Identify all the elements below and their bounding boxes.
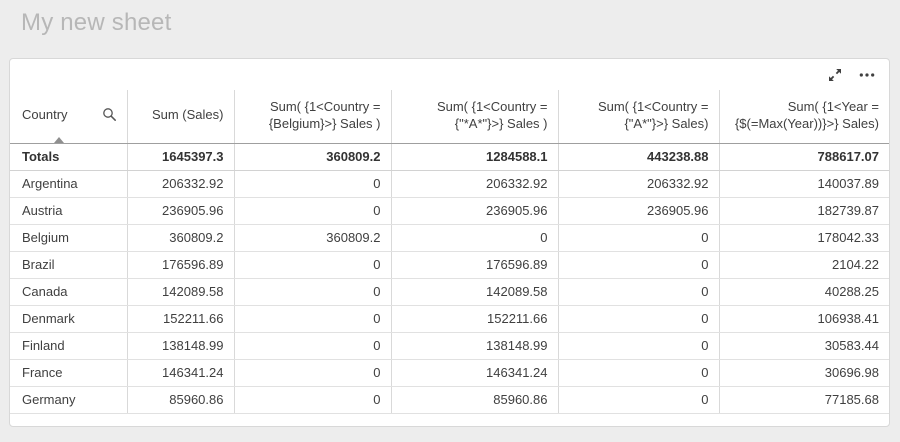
country-cell[interactable]: Austria — [10, 197, 127, 225]
measure-cell: 2104.22 — [718, 251, 889, 279]
table-row: Argentina 206332.92 0 206332.92 206332.92 140… — [10, 170, 889, 198]
column-header-label: Sum( {1<Year = — [787, 98, 879, 114]
measure-cell: 0 — [233, 359, 391, 387]
column-header-sum-belgium[interactable]: Sum( {1<Country = {Belgium}>} Sales ) — [233, 90, 391, 144]
measure-cell: 176596.89 — [126, 251, 234, 279]
measure-cell: 0 — [233, 386, 391, 414]
measure-cell: 152211.66 — [126, 305, 234, 333]
card-toolbar — [10, 59, 889, 90]
measure-cell: 30583.44 — [718, 332, 889, 360]
more-menu-icon[interactable] — [858, 66, 876, 84]
measure-cell: 0 — [557, 305, 719, 333]
country-cell[interactable]: Belgium — [10, 224, 127, 252]
totals-value: 788617.07 — [718, 143, 889, 171]
table-row: Austria 236905.96 0 236905.96 236905.96 18273… — [10, 197, 889, 225]
sheet-title: My new sheet — [21, 9, 172, 36]
totals-label: Totals — [10, 143, 127, 171]
measure-cell: 0 — [557, 386, 719, 414]
measure-cell: 40288.25 — [718, 278, 889, 306]
measure-cell: 236905.96 — [126, 197, 234, 225]
measure-cell: 30696.98 — [718, 359, 889, 387]
column-header-label: {Belgium}>} Sales ) — [268, 115, 381, 131]
measure-cell: 360809.2 — [126, 224, 234, 252]
measure-cell: 77185.68 — [718, 386, 889, 414]
totals-value: 443238.88 — [557, 143, 719, 171]
country-cell[interactable]: France — [10, 359, 127, 387]
measure-cell: 182739.87 — [718, 197, 889, 225]
measure-cell: 140037.89 — [718, 170, 889, 198]
measure-cell: 85960.86 — [126, 386, 234, 414]
column-header-label: Country — [22, 107, 68, 123]
measure-cell: 0 — [390, 224, 558, 252]
measure-cell: 146341.24 — [126, 359, 234, 387]
country-cell[interactable]: Argentina — [10, 170, 127, 198]
dimension-header-content: Country — [22, 106, 117, 123]
measure-cell: 0 — [233, 278, 391, 306]
country-cell[interactable]: Denmark — [10, 305, 127, 333]
ellipsis-glyph — [859, 72, 875, 77]
straight-table: Country Sum (Sales) Sum( {1<Country = {Belg… — [10, 90, 889, 414]
measure-cell: 142089.58 — [390, 278, 558, 306]
measure-cell: 178042.33 — [718, 224, 889, 252]
sort-ascending-indicator — [54, 136, 64, 142]
measure-cell: 0 — [233, 170, 391, 198]
column-header-sum-a-star[interactable]: Sum( {1<Country = {"A*"}>} Sales) — [557, 90, 719, 144]
expand-icon-glyph — [829, 68, 841, 81]
measure-cell: 236905.96 — [390, 197, 558, 225]
table-row: Canada 142089.58 0 142089.58 0 40288.25 — [10, 278, 889, 306]
totals-value: 1645397.3 — [126, 143, 234, 171]
column-header-label: {"A*"}>} Sales) — [624, 115, 709, 131]
totals-value: 360809.2 — [233, 143, 391, 171]
measure-cell: 0 — [557, 251, 719, 279]
search-icon[interactable] — [102, 107, 117, 122]
column-header-sum-star-a-star[interactable]: Sum( {1<Country = {"*A*"}>} Sales ) — [390, 90, 558, 144]
column-header-label: Sum( {1<Country = — [597, 98, 709, 114]
table-row: Finland 138148.99 0 138148.99 0 30583.44 — [10, 332, 889, 360]
measure-cell: 138148.99 — [390, 332, 558, 360]
country-cell[interactable]: Finland — [10, 332, 127, 360]
table-row: Belgium 360809.2 360809.2 0 0 178042.33 — [10, 224, 889, 252]
table-visualization-card: Country Sum (Sales) Sum( {1<Country = {Belg… — [9, 58, 890, 427]
measure-cell: 206332.92 — [126, 170, 234, 198]
measure-cell: 360809.2 — [233, 224, 391, 252]
measure-cell: 176596.89 — [390, 251, 558, 279]
measure-cell: 206332.92 — [557, 170, 719, 198]
measure-cell: 106938.41 — [718, 305, 889, 333]
table-row: Brazil 176596.89 0 176596.89 0 2104.22 — [10, 251, 889, 279]
column-header-sum-sales[interactable]: Sum (Sales) — [126, 90, 234, 144]
column-header-label: Sum( {1<Country = — [436, 98, 548, 114]
table-row: France 146341.24 0 146341.24 0 30696.98 — [10, 359, 889, 387]
measure-cell: 152211.66 — [390, 305, 558, 333]
column-header-sum-max-year[interactable]: Sum( {1<Year = {$(=Max(Year))}>} Sales) — [718, 90, 889, 144]
measure-cell: 0 — [233, 332, 391, 360]
measure-cell: 0 — [233, 251, 391, 279]
measure-cell: 146341.24 — [390, 359, 558, 387]
measure-cell: 0 — [557, 278, 719, 306]
country-cell[interactable]: Canada — [10, 278, 127, 306]
measure-cell: 206332.92 — [390, 170, 558, 198]
column-header-label: {$(=Max(Year))}>} Sales) — [734, 115, 879, 131]
measure-cell: 0 — [233, 305, 391, 333]
country-cell[interactable]: Brazil — [10, 251, 127, 279]
measure-cell: 0 — [557, 224, 719, 252]
column-header-label: {"*A*"}>} Sales ) — [454, 115, 548, 131]
column-header-label: Sum (Sales) — [151, 107, 224, 123]
table-row: Denmark 152211.66 0 152211.66 0 106938.41 — [10, 305, 889, 333]
totals-value: 1284588.1 — [390, 143, 558, 171]
table-header-row: Country Sum (Sales) Sum( {1<Country = {Belg… — [10, 90, 889, 144]
measure-cell: 0 — [557, 332, 719, 360]
measure-cell: 236905.96 — [557, 197, 719, 225]
measure-cell: 0 — [233, 197, 391, 225]
measure-cell: 142089.58 — [126, 278, 234, 306]
expand-icon[interactable] — [826, 66, 844, 84]
measure-cell: 138148.99 — [126, 332, 234, 360]
table-row: Germany 85960.86 0 85960.86 0 77185.68 — [10, 386, 889, 414]
country-cell[interactable]: Germany — [10, 386, 127, 414]
measure-cell: 0 — [557, 359, 719, 387]
column-header-country[interactable]: Country — [10, 90, 127, 144]
measure-cell: 85960.86 — [390, 386, 558, 414]
column-header-label: Sum( {1<Country = — [269, 98, 381, 114]
totals-row: Totals 1645397.3 360809.2 1284588.1 443238.8… — [10, 143, 889, 171]
